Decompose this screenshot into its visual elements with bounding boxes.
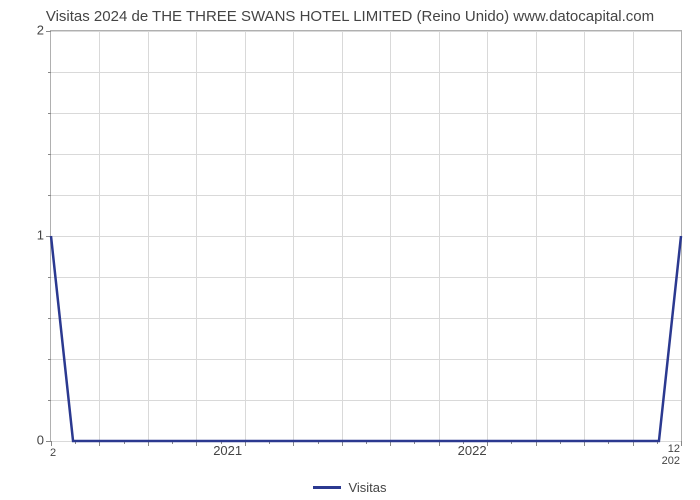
data-line: [51, 31, 681, 441]
y-axis-label: 0: [37, 433, 44, 448]
x-axis-small-left: 2: [50, 447, 56, 459]
legend: Visitas: [0, 476, 700, 495]
x-tick: [51, 441, 52, 446]
x-axis-label: 2021: [213, 443, 242, 458]
x-axis-small-right: 12 202: [662, 443, 680, 467]
legend-swatch: [313, 486, 341, 489]
chart-container: Visitas 2024 de THE THREE SWANS HOTEL LI…: [0, 0, 700, 500]
legend-item: Visitas: [313, 480, 386, 495]
y-axis-label: 1: [37, 228, 44, 243]
x-axis-label: 2022: [458, 443, 487, 458]
x-tick: [681, 441, 682, 446]
y-axis-label: 2: [37, 23, 44, 38]
legend-label: Visitas: [348, 480, 386, 495]
plot-area: [50, 30, 682, 442]
chart-title: Visitas 2024 de THE THREE SWANS HOTEL LI…: [0, 8, 700, 25]
